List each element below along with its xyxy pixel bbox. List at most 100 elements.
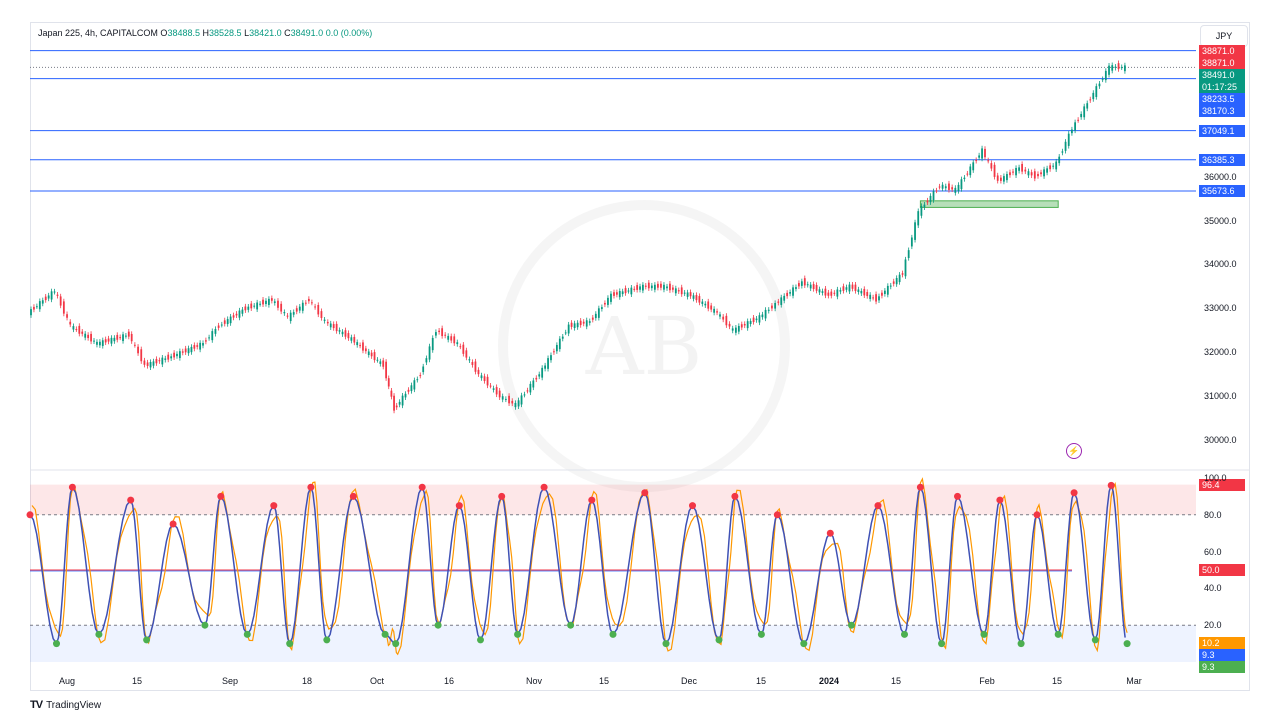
osc-dot [243, 630, 251, 638]
osc-dot [773, 511, 781, 519]
candle-body [972, 162, 975, 171]
candle-body [395, 405, 398, 408]
candle-body [416, 379, 419, 381]
osc-dot [286, 640, 294, 648]
candle-body [561, 336, 564, 339]
osc-tag: 10.2 [1199, 637, 1245, 649]
time-axis-label: 15 [1051, 676, 1063, 686]
candle-body [364, 348, 367, 352]
candle-body [492, 388, 495, 390]
candle-body [951, 187, 954, 190]
osc-dot [1033, 511, 1041, 519]
candle-body [657, 283, 659, 288]
candle-body [1006, 174, 1008, 181]
candle-body [1077, 119, 1080, 121]
low-value: 38421.0 [249, 28, 282, 38]
candle-body [90, 333, 92, 342]
candle-body [1071, 129, 1073, 134]
candle-body [731, 328, 734, 331]
candle-body [72, 326, 75, 330]
osc-dot [1054, 630, 1062, 638]
osc-dot [68, 483, 76, 491]
candle-body [93, 340, 95, 342]
candle-body [889, 285, 892, 287]
candle-body [857, 289, 860, 292]
candle-body [155, 358, 158, 364]
candle-body [170, 356, 173, 359]
osc-dot [53, 640, 60, 648]
candle-body [1027, 171, 1030, 176]
candle-body [647, 282, 650, 289]
candle-body [329, 323, 332, 328]
candle-body [878, 296, 880, 301]
candle-body [553, 351, 555, 353]
candle-body [517, 400, 520, 407]
candle-body [385, 361, 387, 379]
candle-body [307, 298, 310, 302]
candle-body [50, 291, 53, 300]
candle-body [1098, 83, 1101, 87]
candle-body [576, 322, 579, 328]
candle-body [1024, 169, 1027, 172]
candle-body [783, 295, 786, 301]
candle-body [644, 285, 647, 287]
osc-axis-label: 40.0 [1204, 583, 1222, 594]
candle-body [1058, 156, 1061, 164]
candle-body [1046, 168, 1048, 173]
candle-body [75, 329, 78, 331]
lightning-icon[interactable]: ⚡ [1066, 443, 1082, 459]
candle-body [323, 319, 326, 321]
candle-body [176, 353, 178, 357]
candle-body [56, 294, 59, 296]
candle-body [615, 292, 618, 295]
candle-body [692, 295, 695, 299]
candle-body [441, 328, 444, 337]
osc-dot [715, 636, 723, 644]
candle-body [597, 308, 600, 318]
osc-dot [143, 636, 151, 644]
candle-body [660, 283, 662, 288]
candle-body [898, 274, 901, 283]
candle-body [863, 288, 866, 296]
candle-body [217, 325, 220, 328]
candle-body [821, 291, 824, 293]
candle-body [960, 179, 963, 190]
time-axis-label: Oct [369, 676, 385, 686]
osc-dot [514, 630, 522, 638]
candle-body [923, 204, 926, 208]
candle-body [367, 351, 370, 356]
candle-body [1033, 171, 1036, 179]
time-axis-label: 15 [890, 676, 902, 686]
candle-body [740, 324, 743, 328]
candle-body [66, 314, 68, 318]
candle-body [116, 334, 119, 340]
candle-body [379, 361, 382, 364]
candle-body [130, 333, 133, 342]
currency-button[interactable]: JPY [1200, 25, 1248, 47]
candle-body [698, 296, 701, 303]
candle-body [1003, 176, 1005, 182]
price-axis-label: 36000.0 [1204, 171, 1237, 182]
osc-dot [848, 621, 855, 629]
candle-body [1080, 113, 1083, 118]
candle-body [1040, 172, 1042, 175]
candle-body [244, 306, 247, 311]
candle-body [607, 297, 609, 305]
tradingview-brand[interactable]: TV TradingView [30, 699, 101, 711]
candle-body [650, 285, 653, 289]
candle-body [280, 303, 283, 312]
osc-dot [800, 640, 808, 648]
candle-body [286, 315, 289, 317]
candle-body [777, 301, 780, 303]
candle-body [815, 285, 818, 291]
close-label: C [284, 28, 291, 38]
candle-body [806, 284, 809, 286]
candle-body [122, 334, 124, 342]
candle-body [265, 300, 267, 305]
candle-body [33, 306, 35, 310]
candle-body [604, 302, 606, 305]
candle-body [839, 290, 842, 292]
candle-body [532, 380, 535, 388]
candle-body [689, 292, 692, 297]
